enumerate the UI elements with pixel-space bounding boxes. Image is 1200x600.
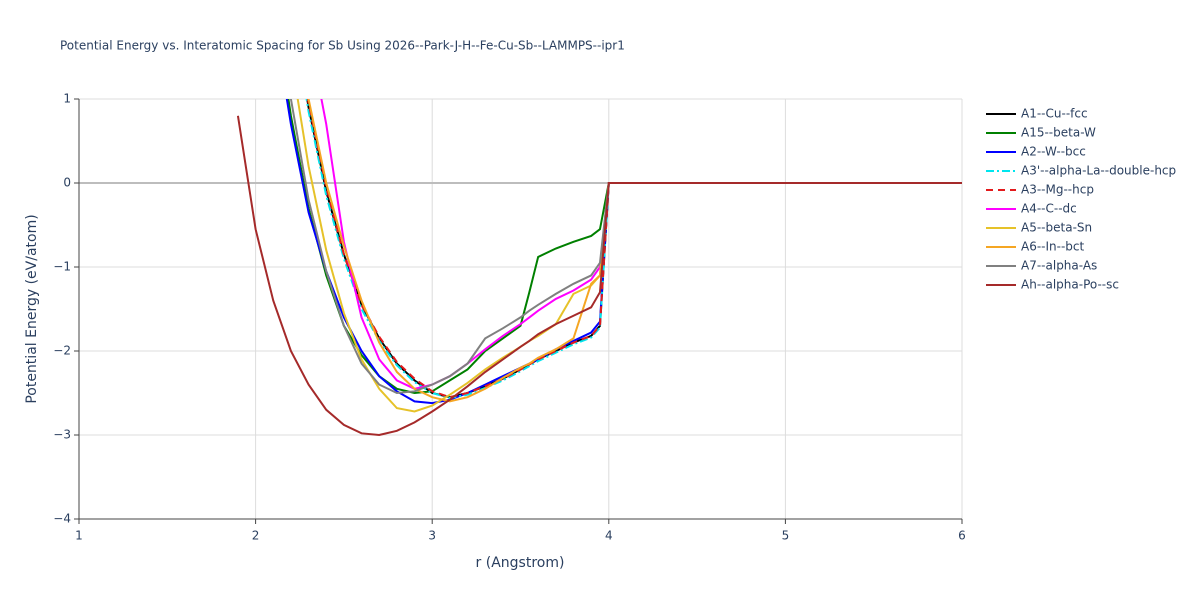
x-tick-label: 5 — [782, 529, 790, 543]
series-line — [307, 99, 962, 403]
y-tick-label: −3 — [53, 428, 71, 442]
grid: 1 2 3 4 5 6 −4 −3 −2 −1 0 1 — [53, 92, 966, 543]
series-line — [236, 115, 962, 437]
x-tick-label: 1 — [75, 529, 83, 543]
legend-label: A5--beta-Sn — [1021, 221, 1092, 235]
x-tick-label: 6 — [958, 529, 966, 543]
legend: A1--Cu--fcc A15--beta-W A2--W--bcc A3'--alp… — [986, 107, 1176, 292]
chart-title: Potential Energy vs. Interatomic Spacing… — [60, 39, 625, 53]
y-tick-label: 0 — [63, 176, 71, 190]
legend-label: A1--Cu--fcc — [1021, 107, 1088, 121]
legend-label: A3'--alpha-La--double-hcp — [1021, 164, 1176, 178]
series-line — [320, 99, 962, 390]
legend-label: A4--C--dc — [1021, 202, 1077, 216]
x-tick-label: 4 — [605, 529, 613, 543]
legend-label: A6--In--bct — [1021, 240, 1085, 254]
legend-label: A3--Mg--hcp — [1021, 183, 1094, 197]
legend-label: A7--alpha-As — [1021, 259, 1097, 273]
y-tick-label: −1 — [53, 260, 71, 274]
legend-label: Ah--alpha-Po--sc — [1021, 278, 1119, 292]
y-axis-title: Potential Energy (eV/atom) — [24, 214, 40, 403]
y-tick-label: 1 — [63, 92, 71, 106]
series-line — [306, 99, 962, 399]
y-tick-label: −4 — [53, 512, 71, 526]
x-axis-title: r (Angstrom) — [476, 555, 565, 571]
series-line — [296, 99, 962, 413]
x-tick-label: 3 — [428, 529, 436, 543]
series-line — [289, 99, 962, 395]
series-line — [285, 99, 962, 405]
y-tick-label: −2 — [53, 344, 71, 358]
series-line — [306, 99, 962, 399]
series-line — [305, 99, 962, 400]
plot-area — [236, 99, 962, 437]
legend-label: A2--W--bcc — [1021, 145, 1086, 159]
x-tick-label: 2 — [252, 529, 260, 543]
legend-label: A15--beta-W — [1021, 126, 1096, 140]
